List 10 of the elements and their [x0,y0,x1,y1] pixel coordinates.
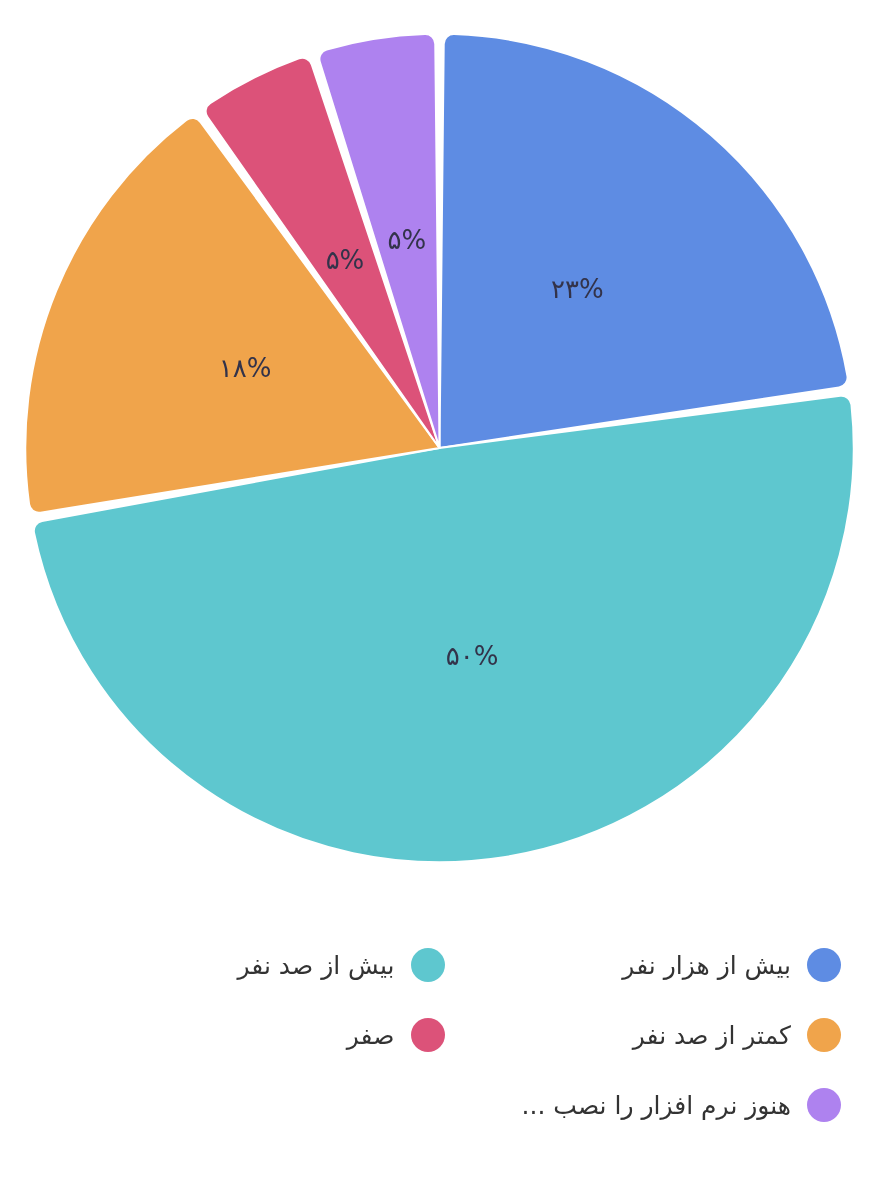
legend-label: بیش از صد نفر [237,950,395,980]
data-label: ۵% [325,245,365,276]
data-label: ۲۳% [551,274,604,305]
legend-label: بیش از هزار نفر [622,950,791,980]
legend-label: صفر [346,1020,395,1050]
data-label: ۱۸% [218,353,272,384]
data-label: ۵۰% [445,640,499,671]
data-label: ۵% [387,225,427,256]
legend-label: کمتر از صد نفر [632,1020,791,1050]
legend-label: هنوز نرم افزار را نصب ... [521,1090,791,1120]
